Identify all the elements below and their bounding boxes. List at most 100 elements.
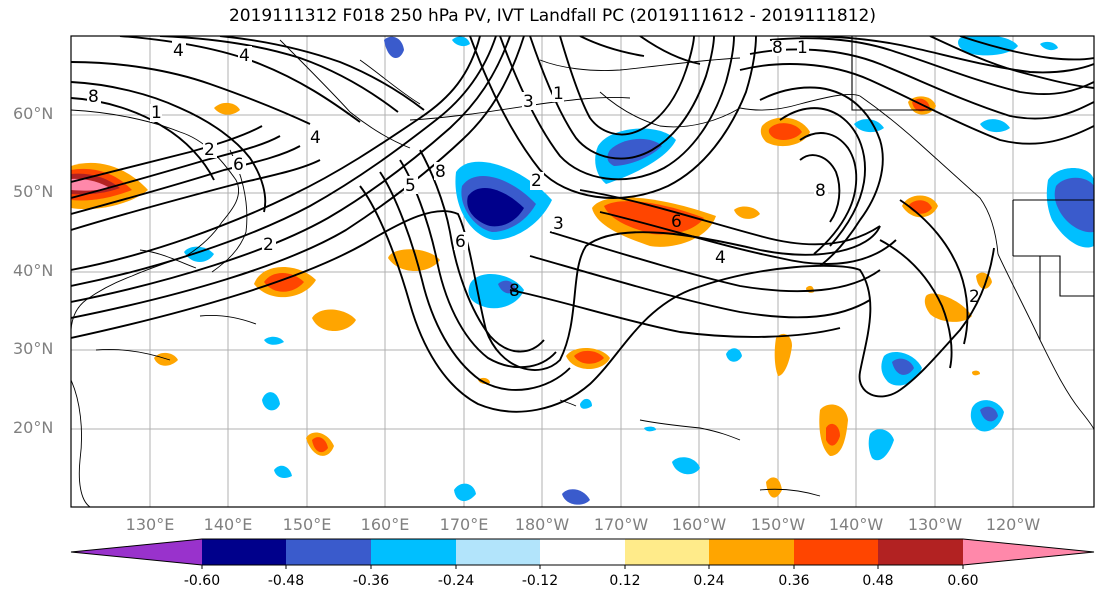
anomaly-patch <box>264 336 284 345</box>
anomaly-patch <box>972 370 980 376</box>
anomaly-patch <box>312 309 356 331</box>
lat-label: 30°N <box>13 339 54 358</box>
anomaly-patch <box>274 465 292 478</box>
colorbar-tick-label: -0.24 <box>437 573 475 589</box>
colorbar-tick-label: 0.12 <box>609 573 641 589</box>
colorbar <box>70 538 1095 569</box>
colorbar-tick-label: 0.36 <box>778 573 810 589</box>
colorbar-segment <box>794 539 878 565</box>
contour-label: 4 <box>239 46 250 66</box>
map-frame <box>70 35 1095 508</box>
contour-label: 8 <box>772 38 783 58</box>
lon-label: 150°E <box>282 515 332 534</box>
anomaly-patch <box>726 348 742 362</box>
anomaly-patch <box>71 178 110 191</box>
anomaly-patch <box>868 429 894 461</box>
political-borders <box>851 36 1094 340</box>
anomaly-patch <box>734 206 760 219</box>
anomaly-patch <box>854 119 884 133</box>
contour-label: 1 <box>553 84 564 104</box>
anomaly-patch <box>672 457 700 475</box>
colorbar-segment <box>625 539 709 565</box>
contour-label: 4 <box>310 128 321 148</box>
colorbar-segment <box>286 539 371 565</box>
anomaly-patch <box>388 249 440 271</box>
lon-label: 130°E <box>125 515 175 534</box>
lon-label: 160°E <box>360 515 410 534</box>
contour-label: 3 <box>553 214 564 234</box>
contour-labels: 4 4 8 1 4 2 6 2 8 6 3 3 1 2 <box>87 38 980 307</box>
anomaly-patch <box>768 123 802 140</box>
lon-label: 180°W <box>514 515 570 534</box>
colorbar-tick-label: -0.12 <box>521 573 559 589</box>
anomaly-patch <box>562 489 590 505</box>
colorbar-extend-low <box>71 539 202 565</box>
contour-label: 8 <box>88 87 99 107</box>
contour-label: 5 <box>405 176 416 196</box>
lat-label: 20°N <box>13 418 54 437</box>
anomaly-patch <box>644 426 656 432</box>
chart-title: 2019111312 F018 250 hPa PV, IVT Landfall… <box>228 6 876 26</box>
contour-label: 8 <box>435 162 446 182</box>
contour-label: 2 <box>969 287 980 307</box>
contour-label: 3 <box>523 92 534 112</box>
colorbar-extend-high <box>963 539 1094 565</box>
lon-label: 160°W <box>671 515 727 534</box>
anomaly-patch <box>980 119 1010 133</box>
contour-label: 8 <box>509 281 520 301</box>
lon-label: 170°W <box>593 515 649 534</box>
lon-label: 140°W <box>828 515 884 534</box>
lat-label: 60°N <box>13 104 54 123</box>
anomaly-patch <box>766 477 782 498</box>
colorbar-segment <box>878 539 963 565</box>
anomaly-patch <box>574 350 604 364</box>
pv-contours <box>71 36 1094 413</box>
contour-label: 6 <box>233 155 244 175</box>
colorbar-tick-label: -0.36 <box>352 573 390 589</box>
anomaly-patch <box>580 398 592 409</box>
contour-label: 8 <box>815 181 826 201</box>
lat-label: 40°N <box>13 261 54 280</box>
colorbar-segment <box>540 539 625 565</box>
contour-label: 2 <box>531 171 542 191</box>
contour-label: 2 <box>204 140 215 160</box>
colorbar-segment <box>456 539 540 565</box>
anomaly-patch <box>154 352 178 366</box>
contour-label: 4 <box>715 248 726 268</box>
contour-label: 1 <box>797 38 808 58</box>
contour-label: 1 <box>151 103 162 123</box>
lon-label: 170°E <box>439 515 489 534</box>
colorbar-segment <box>709 539 794 565</box>
anomaly-patch <box>452 36 470 47</box>
anomaly-patch <box>980 406 998 422</box>
anomaly-patch <box>892 358 914 375</box>
lon-label: 120°W <box>985 515 1041 534</box>
anomaly-patch <box>1054 177 1094 233</box>
colorbar-tick-label: 0.24 <box>693 573 725 589</box>
anomaly-patch <box>478 377 490 384</box>
lat-label: 50°N <box>13 182 54 201</box>
lon-label: 150°W <box>750 515 806 534</box>
anomaly-patch <box>924 293 972 322</box>
colorbar-segment <box>371 539 456 565</box>
anomaly-patch <box>384 36 404 59</box>
contour-label: 6 <box>671 212 682 232</box>
anomaly-patch <box>454 483 476 502</box>
anomaly-patch <box>826 423 840 446</box>
colorbar-segment <box>202 539 286 565</box>
contour-label: 6 <box>455 232 466 252</box>
anomaly-patch <box>467 187 524 227</box>
anomaly-patch <box>604 201 704 235</box>
anomaly-patch <box>264 273 304 292</box>
anomaly-patch <box>262 392 280 411</box>
contour-label: 2 <box>263 235 274 255</box>
anomaly-patch <box>214 102 240 115</box>
colorbar-tick-label: 0.60 <box>947 573 979 589</box>
colorbar-tick-label: -0.60 <box>183 573 221 589</box>
anomaly-patch <box>774 333 792 376</box>
contour-label: 4 <box>173 41 184 61</box>
anomaly-patch <box>312 437 328 453</box>
colorbar-tick-label: 0.48 <box>862 573 894 589</box>
colorbar-tick-label: -0.48 <box>267 573 305 589</box>
